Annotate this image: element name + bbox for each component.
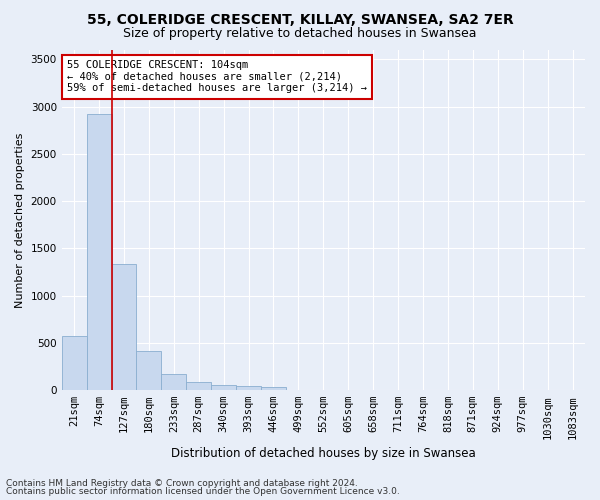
- Bar: [86, 114, 112, 390]
- Y-axis label: Number of detached properties: Number of detached properties: [15, 132, 25, 308]
- Text: 55, COLERIDGE CRESCENT, KILLAY, SWANSEA, SA2 7ER: 55, COLERIDGE CRESCENT, KILLAY, SWANSEA,…: [86, 12, 514, 26]
- Bar: [211, 385, 236, 390]
- Bar: [62, 336, 86, 390]
- Bar: [186, 382, 211, 390]
- X-axis label: Distribution of detached houses by size in Swansea: Distribution of detached houses by size …: [171, 447, 476, 460]
- Bar: [161, 374, 186, 390]
- Text: 55 COLERIDGE CRESCENT: 104sqm
← 40% of detached houses are smaller (2,214)
59% o: 55 COLERIDGE CRESCENT: 104sqm ← 40% of d…: [67, 60, 367, 94]
- Text: Size of property relative to detached houses in Swansea: Size of property relative to detached ho…: [123, 28, 477, 40]
- Bar: [236, 386, 261, 390]
- Bar: [261, 386, 286, 390]
- Text: Contains HM Land Registry data © Crown copyright and database right 2024.: Contains HM Land Registry data © Crown c…: [6, 478, 358, 488]
- Bar: [112, 264, 136, 390]
- Text: Contains public sector information licensed under the Open Government Licence v3: Contains public sector information licen…: [6, 487, 400, 496]
- Bar: [136, 351, 161, 390]
